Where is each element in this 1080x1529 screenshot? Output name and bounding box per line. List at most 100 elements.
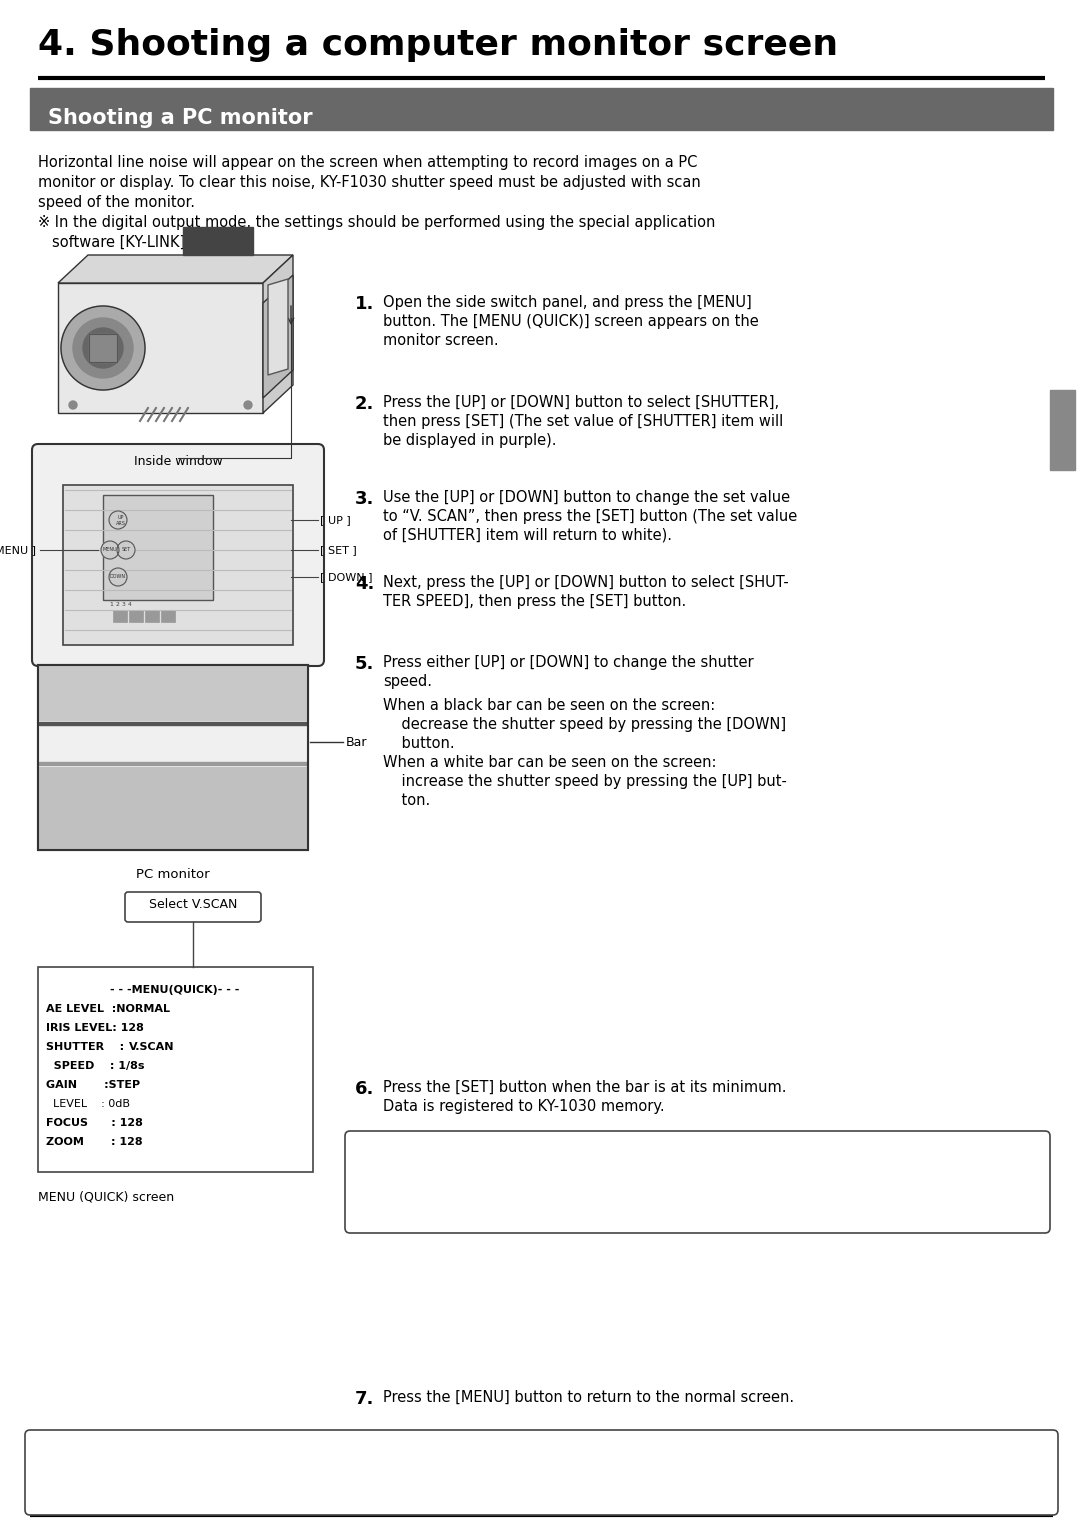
Text: AE LEVEL  :NORMAL: AE LEVEL :NORMAL <box>46 1005 170 1014</box>
Text: software [KY-LINK].: software [KY-LINK]. <box>52 235 190 251</box>
Bar <box>145 610 159 622</box>
Circle shape <box>60 306 145 390</box>
Text: [ SET ]: [ SET ] <box>320 544 356 555</box>
Bar <box>39 665 307 720</box>
Circle shape <box>244 401 252 408</box>
Text: [ UP ]: [ UP ] <box>320 515 351 524</box>
Text: completely cleared away. The frequency may also change depending on the software: completely cleared away. The frequency m… <box>54 1474 726 1489</box>
Text: Open the side switch panel, and press the [MENU]: Open the side switch panel, and press th… <box>383 295 752 310</box>
Text: Pressing the [MENU] button without pressing the [SET] button: Pressing the [MENU] button without press… <box>360 1156 814 1171</box>
Circle shape <box>109 511 127 529</box>
Text: increase the shutter speed by pressing the [UP] but-: increase the shutter speed by pressing t… <box>383 774 787 789</box>
Circle shape <box>83 329 123 368</box>
Text: V.SCAN: V.SCAN <box>129 1041 175 1052</box>
Text: Shooting a PC monitor: Shooting a PC monitor <box>48 109 312 128</box>
FancyBboxPatch shape <box>125 891 261 922</box>
Text: •: • <box>42 1456 51 1469</box>
Text: Bar: Bar <box>346 735 367 749</box>
Bar <box>113 610 127 622</box>
Text: The vertical scan frequency differs depending on the PC type and the horizontal : The vertical scan frequency differs depe… <box>54 1456 759 1469</box>
Text: SHUTTER    :: SHUTTER : <box>46 1041 124 1052</box>
Polygon shape <box>264 275 293 398</box>
FancyBboxPatch shape <box>32 443 324 667</box>
Text: Select V.SCAN: Select V.SCAN <box>149 898 238 911</box>
Text: When a black bar can be seen on the screen:: When a black bar can be seen on the scre… <box>383 699 715 713</box>
Bar <box>89 333 117 362</box>
Text: ton.: ton. <box>383 794 430 807</box>
Circle shape <box>69 401 77 408</box>
Polygon shape <box>264 255 293 413</box>
Text: speed of the monitor.: speed of the monitor. <box>38 196 195 209</box>
Bar <box>39 722 307 761</box>
Text: 7.: 7. <box>355 1390 375 1408</box>
Text: TER SPEED], then press the [SET] button.: TER SPEED], then press the [SET] button. <box>383 593 686 609</box>
Text: Use the [UP] or [DOWN] button to change the set value: Use the [UP] or [DOWN] button to change … <box>383 489 791 505</box>
Text: 2.: 2. <box>355 394 375 413</box>
Polygon shape <box>268 278 288 375</box>
Bar <box>1050 390 1075 469</box>
Text: monitor screen.: monitor screen. <box>383 333 499 349</box>
Bar <box>63 485 293 645</box>
Text: the changes.: the changes. <box>360 1194 456 1209</box>
Text: monitor or display. To clear this noise, KY-F1030 shutter speed must be adjusted: monitor or display. To clear this noise,… <box>38 174 701 190</box>
Text: Press the [MENU] button to return to the normal screen.: Press the [MENU] button to return to the… <box>383 1390 794 1405</box>
Bar <box>38 665 308 850</box>
Text: ZOOM       : 128: ZOOM : 128 <box>46 1138 143 1147</box>
Bar <box>126 1040 178 1055</box>
Text: of [SHUTTER] item will return to white).: of [SHUTTER] item will return to white). <box>383 528 672 543</box>
FancyBboxPatch shape <box>25 1430 1058 1515</box>
Bar <box>161 610 175 622</box>
Text: FOCUS      : 128: FOCUS : 128 <box>46 1118 143 1128</box>
Text: 6.: 6. <box>355 1079 375 1098</box>
Text: button. The [MENU (QUICK)] screen appears on the: button. The [MENU (QUICK)] screen appear… <box>383 313 759 329</box>
Text: then press [SET] (The set value of [SHUTTER] item will: then press [SET] (The set value of [SHUT… <box>383 414 783 430</box>
Polygon shape <box>58 255 293 283</box>
Text: [ MENU ]: [ MENU ] <box>0 544 36 555</box>
Text: Inside window: Inside window <box>134 456 222 468</box>
FancyBboxPatch shape <box>345 1131 1050 1232</box>
Circle shape <box>93 338 113 358</box>
Text: 4.: 4. <box>355 575 375 593</box>
Bar <box>58 283 264 413</box>
Text: MENU: MENU <box>103 547 118 552</box>
Text: speed.: speed. <box>383 674 432 690</box>
Bar <box>89 333 117 362</box>
Bar <box>129 610 143 622</box>
Text: Data is registered to KY-1030 memory.: Data is registered to KY-1030 memory. <box>383 1099 664 1115</box>
Text: 1.: 1. <box>355 295 375 313</box>
Text: 5.: 5. <box>355 654 375 673</box>
Bar <box>103 495 213 599</box>
Text: GAIN       :STEP: GAIN :STEP <box>46 1079 140 1090</box>
Text: DOWN: DOWN <box>110 573 126 579</box>
Text: LEVEL    : 0dB: LEVEL : 0dB <box>46 1099 130 1109</box>
Text: PC monitor: PC monitor <box>136 868 210 881</box>
Text: SPEED    : 1/8s: SPEED : 1/8s <box>46 1061 145 1070</box>
Text: —: — <box>40 1437 56 1449</box>
Text: When a white bar can be seen on the screen:: When a white bar can be seen on the scre… <box>383 755 716 771</box>
Bar <box>38 665 308 850</box>
Bar <box>38 966 313 1173</box>
Text: MEMO: MEMO <box>52 1437 96 1449</box>
Text: button.: button. <box>383 735 455 751</box>
Text: 3.: 3. <box>355 489 375 508</box>
Text: decrease the shutter speed by pressing the [DOWN]: decrease the shutter speed by pressing t… <box>383 717 786 732</box>
Text: IRIS LEVEL: 128: IRIS LEVEL: 128 <box>46 1023 144 1034</box>
Bar <box>183 226 253 255</box>
Bar <box>30 89 1053 130</box>
Bar <box>39 768 307 849</box>
Text: to “V. SCAN”, then press the [SET] button (The set value: to “V. SCAN”, then press the [SET] butto… <box>383 509 797 524</box>
Text: MEMO: MEMO <box>372 1138 416 1151</box>
Text: Press the [UP] or [DOWN] button to select [SHUTTER],: Press the [UP] or [DOWN] button to selec… <box>383 394 779 410</box>
Text: 4. Shooting a computer monitor screen: 4. Shooting a computer monitor screen <box>38 28 838 63</box>
Text: be displayed in purple).: be displayed in purple). <box>383 433 556 448</box>
Text: MENU (QUICK) screen: MENU (QUICK) screen <box>38 1190 174 1203</box>
Text: will return the unit to its previous settings without confirming: will return the unit to its previous set… <box>360 1174 811 1190</box>
Circle shape <box>117 541 135 560</box>
Text: Press either [UP] or [DOWN] to change the shutter: Press either [UP] or [DOWN] to change th… <box>383 654 754 670</box>
Text: E25: E25 <box>1016 1500 1053 1518</box>
Text: ※ In the digital output mode, the settings should be performed using the special: ※ In the digital output mode, the settin… <box>38 216 715 229</box>
Bar <box>39 722 307 725</box>
Circle shape <box>109 567 127 586</box>
Text: Next, press the [UP] or [DOWN] button to select [SHUT-: Next, press the [UP] or [DOWN] button to… <box>383 575 788 590</box>
Text: Horizontal line noise will appear on the screen when attempting to record images: Horizontal line noise will appear on the… <box>38 154 698 170</box>
